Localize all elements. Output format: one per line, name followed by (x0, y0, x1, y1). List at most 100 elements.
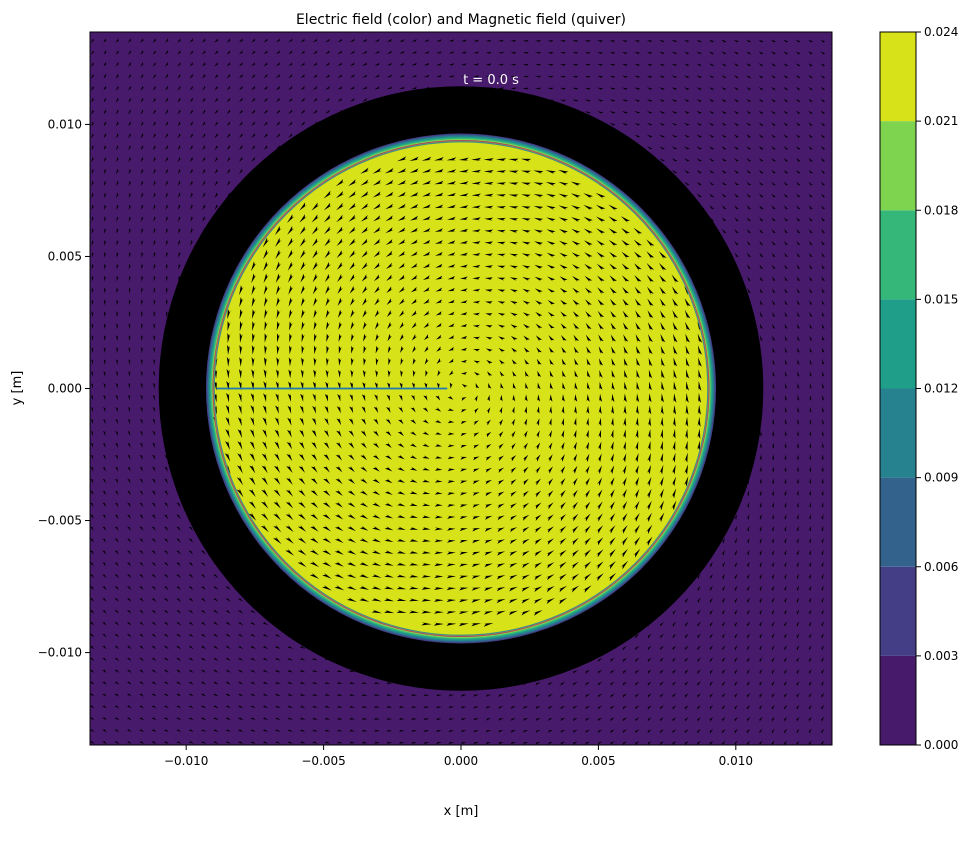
quiver-arrow (509, 491, 517, 497)
quiver-arrow (709, 122, 715, 127)
quiver-arrow (646, 621, 652, 627)
quiver-arrow (362, 309, 368, 318)
quiver-arrow (547, 75, 554, 78)
quiver-arrow (434, 551, 444, 555)
quiver-arrow (584, 681, 591, 686)
quiver-arrow (660, 428, 664, 439)
quiver-arrow (562, 370, 566, 378)
quiver-arrow (584, 669, 591, 674)
quiver-arrow (114, 490, 119, 496)
quiver-arrow (275, 97, 281, 103)
quiver-arrow (226, 369, 230, 379)
quiver-arrow (337, 74, 343, 78)
quiver-arrow (609, 657, 615, 663)
quiver-arrow (509, 539, 518, 545)
quiver-arrow (249, 428, 255, 438)
quiver-arrow (398, 286, 406, 293)
quiver-arrow (597, 693, 603, 698)
quiver-arrow (808, 514, 811, 520)
quiver-arrow (733, 87, 739, 91)
quiver-arrow (152, 97, 157, 103)
quiver-arrow (360, 167, 370, 174)
quiver-arrow (188, 573, 194, 579)
quiver-arrow (153, 228, 157, 234)
quiver-arrow (337, 50, 343, 54)
quiver-arrow (140, 382, 143, 389)
quiver-arrow (298, 453, 305, 462)
quiver-arrow (647, 452, 651, 463)
quiver-arrow (91, 133, 95, 139)
quiver-arrow (821, 169, 826, 175)
quiver-arrow (363, 333, 368, 342)
quiver-arrow (274, 669, 281, 673)
quiver-arrow (598, 334, 604, 343)
quiver-arrow (684, 309, 691, 320)
quiver-arrow (473, 87, 480, 90)
quiver-arrow (421, 598, 432, 602)
quiver-arrow (300, 133, 306, 138)
quiver-arrow (163, 585, 169, 591)
quiver-arrow (597, 441, 602, 451)
quiver-arrow (535, 311, 543, 318)
quiver-arrow (671, 717, 677, 722)
quiver-arrow (102, 525, 107, 531)
quiver-arrow (225, 728, 231, 732)
quiver-arrow (721, 609, 726, 615)
quiver-arrow (473, 718, 479, 721)
quiver-arrow (621, 513, 628, 522)
quiver-arrow (396, 609, 407, 613)
quiver-arrow (325, 297, 331, 307)
quiver-arrow (139, 513, 144, 520)
quiver-arrow (770, 740, 775, 745)
quiver-arrow (250, 609, 256, 614)
quiver-arrow (646, 158, 653, 163)
quiver-arrow (587, 382, 591, 390)
quiver-arrow (385, 227, 394, 234)
quiver-arrow (510, 706, 516, 709)
quiver-arrow (349, 98, 356, 102)
quiver-arrow (239, 156, 244, 162)
quiver-arrow (535, 430, 540, 438)
quiver-arrow (521, 194, 531, 198)
quiver-arrow (696, 621, 701, 627)
quiver-arrow (784, 478, 787, 485)
quiver-arrow (747, 288, 751, 294)
quiver-arrow (746, 217, 752, 223)
quiver-arrow (473, 706, 479, 709)
quiver-arrow (287, 214, 295, 223)
quiver-arrow (733, 110, 739, 115)
quiver-arrow (534, 478, 541, 486)
quiver-arrow (671, 645, 677, 651)
quiver-arrow (646, 122, 653, 127)
quiver-arrow (226, 50, 232, 55)
quiver-arrow (323, 202, 332, 211)
quiver-arrow (91, 228, 95, 234)
quiver-arrow (597, 705, 603, 710)
quiver-arrow (537, 394, 541, 402)
quiver-arrow (808, 478, 811, 485)
quiver-arrow (213, 621, 219, 626)
quiver-arrow (759, 205, 764, 211)
quiver-arrow (151, 716, 157, 721)
quiver-arrow (746, 228, 752, 235)
quiver-arrow (126, 692, 132, 697)
quiver-arrow (398, 741, 405, 744)
quiver-arrow (511, 406, 515, 414)
quiver-arrow (127, 513, 131, 520)
quiver-arrow (496, 515, 505, 521)
quiver-arrow (139, 597, 144, 602)
quiver-arrow (460, 694, 467, 697)
quiver-arrow (322, 584, 332, 591)
quiver-arrow (634, 729, 640, 734)
quiver-arrow (90, 728, 95, 733)
quiver-arrow (608, 216, 618, 224)
quiver-arrow (809, 264, 813, 270)
quiver-arrow (634, 705, 640, 710)
quiver-arrow (396, 550, 407, 554)
quiver-arrow (672, 298, 679, 308)
quiver-arrow (659, 693, 664, 698)
quiver-arrow (459, 193, 469, 197)
quiver-arrow (361, 681, 368, 684)
quiver-arrow (547, 741, 553, 745)
quiver-arrow (623, 417, 627, 427)
